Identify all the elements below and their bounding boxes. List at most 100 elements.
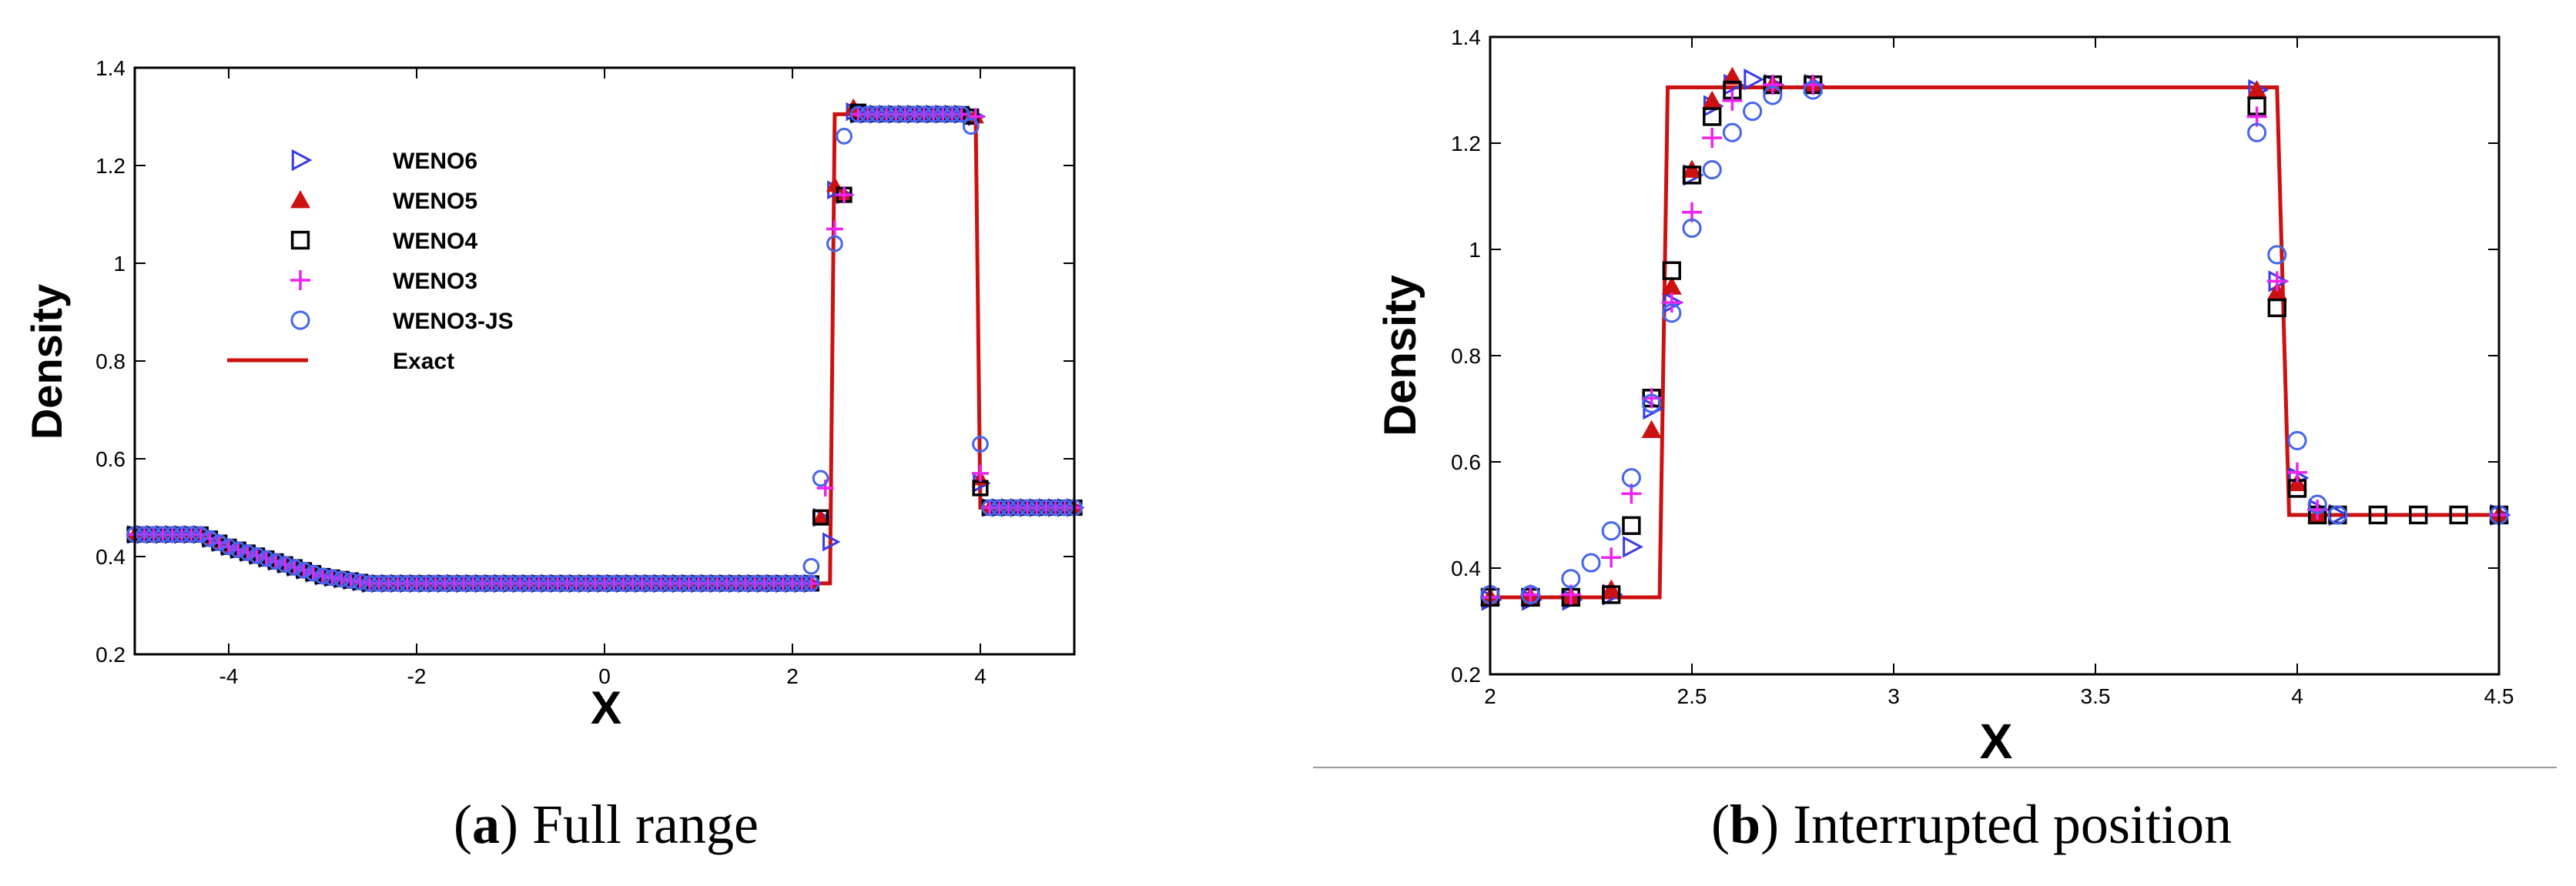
data-point — [981, 499, 999, 517]
series-weno3-js — [126, 105, 1083, 592]
data-point — [304, 564, 322, 582]
data-point — [351, 573, 369, 591]
legend-entry: WENO5 — [290, 189, 477, 214]
data-point — [380, 575, 397, 592]
data-point — [511, 575, 529, 592]
legend-label: WENO6 — [393, 149, 477, 174]
data-point — [201, 530, 219, 547]
data-point — [2307, 494, 2327, 514]
data-point — [1642, 393, 1662, 413]
y-tick-label: 0.4 — [1451, 557, 1481, 580]
data-point — [1803, 80, 1823, 100]
data-point — [1702, 128, 1723, 149]
caption-b: (b) Interrupted position — [1711, 794, 2232, 855]
data-point — [896, 105, 914, 123]
data-point — [1601, 547, 1622, 568]
data-point — [210, 534, 228, 552]
data-point — [267, 553, 284, 570]
y-tick-label: 1.4 — [1451, 25, 1481, 49]
data-point — [201, 530, 219, 547]
data-point — [2267, 245, 2287, 265]
data-point — [530, 575, 548, 592]
data-point — [836, 128, 853, 145]
x-axis-label: X — [1980, 714, 2013, 769]
data-point — [2287, 430, 2307, 450]
data-point — [1662, 261, 1681, 280]
data-point — [455, 575, 472, 592]
data-point — [812, 509, 829, 524]
data-point — [145, 526, 162, 543]
y-tick-label: 0.2 — [1451, 663, 1481, 687]
legend-entry: WENO4 — [290, 229, 477, 254]
data-point — [229, 541, 247, 558]
data-point — [2368, 505, 2387, 525]
legend-entry: Exact — [227, 349, 454, 374]
y-axis-label: Density — [22, 284, 71, 440]
data-point — [586, 575, 604, 592]
data-point — [1722, 122, 1742, 142]
data-point — [1702, 90, 1723, 109]
data-point — [737, 575, 754, 592]
data-point — [492, 575, 510, 592]
data-point — [1722, 66, 1743, 85]
x-tick-label: 3.5 — [2081, 684, 2111, 708]
data-point — [304, 564, 322, 582]
x-tick-label: 4.5 — [2484, 684, 2514, 708]
data-point — [248, 547, 266, 564]
x-tick-label: 3 — [1888, 684, 1900, 708]
data-point — [802, 574, 820, 592]
data-point — [699, 575, 717, 592]
data-point — [2266, 271, 2287, 292]
data-point — [1682, 218, 1702, 238]
data-point — [596, 575, 613, 592]
data-point — [755, 575, 773, 592]
data-point — [276, 556, 294, 573]
x-tick-label: -2 — [407, 664, 427, 688]
data-point — [1662, 303, 1682, 323]
data-point — [1622, 516, 1641, 535]
y-tick-label: 1.4 — [95, 56, 126, 80]
data-point — [826, 235, 843, 252]
data-point — [1641, 420, 1662, 438]
data-point — [887, 105, 905, 123]
y-tick-label: 0.2 — [95, 643, 126, 667]
y-tick-label: 1 — [113, 252, 126, 276]
legend-label: WENO3-JS — [393, 309, 514, 334]
data-point — [521, 575, 538, 592]
data-point — [615, 575, 632, 592]
data-point — [802, 575, 820, 592]
legend-label: WENO3 — [393, 269, 477, 294]
data-point — [826, 220, 843, 238]
data-point — [389, 575, 407, 592]
data-point — [605, 575, 623, 592]
data-point — [474, 575, 491, 592]
x-tick-label: 4 — [974, 664, 987, 688]
data-point — [812, 470, 829, 487]
data-point — [972, 436, 989, 453]
data-point — [1047, 499, 1064, 517]
y-tick-label: 0.4 — [95, 545, 126, 569]
legend-entry: WENO6 — [291, 149, 477, 174]
data-point — [361, 575, 378, 592]
data-point — [2267, 298, 2286, 318]
data-point — [210, 534, 228, 551]
data-point — [1682, 165, 1702, 185]
data-point — [784, 575, 801, 592]
data-point — [633, 575, 651, 592]
data-point — [962, 118, 980, 135]
data-point — [239, 544, 256, 561]
data-point — [1000, 499, 1017, 517]
data-point — [2449, 505, 2468, 525]
data-point — [662, 575, 679, 592]
data-point — [1561, 569, 1581, 589]
x-axis-label: X — [591, 682, 621, 734]
data-point — [943, 105, 961, 123]
y-tick-label: 1 — [1469, 238, 1481, 262]
data-point — [934, 105, 952, 123]
data-point — [1762, 75, 1783, 95]
y-tick-label: 0.8 — [1451, 344, 1481, 368]
data-point — [220, 538, 237, 556]
data-point — [351, 573, 369, 590]
legend: WENO6 WENO5 WENO4 WENO3 WENO3-JS Exact — [227, 149, 514, 374]
legend-swatch — [290, 190, 310, 209]
